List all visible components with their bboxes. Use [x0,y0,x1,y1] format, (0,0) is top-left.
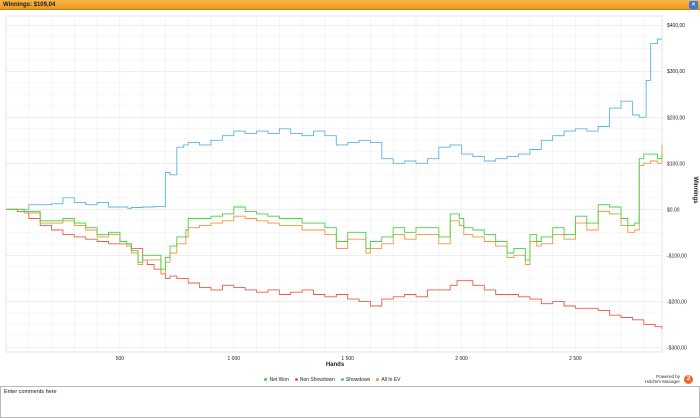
series-lines [6,38,663,329]
y-tick-label: $300,00 [667,69,685,75]
legend-label: Net Won [269,377,289,383]
window-title: Winnings: $109,04 [3,2,56,8]
grid-lines [6,16,662,352]
legend-label: Non Showdown [299,377,335,383]
x-tick-labels: 500 1 000 1 500 2 000 2 500 [116,356,582,362]
comments-textbox[interactable]: Enter comments here [0,386,700,418]
y-tick-label: $100,00 [667,161,685,167]
y-tick-label: $400,00 [667,23,685,29]
legend-label: All In EV [381,377,401,383]
y-tick-label: -$200,00 [667,299,687,305]
hem-logo-icon: 2 [684,375,693,384]
y-tick-labels: $400,00 $300,00 $200,00 $100,00 $0,00 -$100,0… [667,23,687,351]
x-axis-label: Hands [326,362,345,368]
y-tick-label: -$300,00 [667,345,687,351]
legend-item: Net Won [264,377,289,383]
x-tick-label: 2 000 [455,356,468,362]
x-tick-label: 1 500 [341,356,354,362]
legend-item: All In EV [376,377,401,383]
series-line-net-won [6,153,663,270]
chart-legend: Net Won Non Showdown Showdown All In EV [0,377,665,383]
legend-dot-icon [340,378,344,382]
x-tick-label: 2 500 [569,356,582,362]
x-tick-label: 1 000 [228,356,241,362]
powered-by-label: Powered by [656,374,680,379]
y-tick-label: $0,00 [667,207,680,213]
chart-svg: $400,00 $300,00 $200,00 $100,00 $0,00 -$100,0… [5,15,698,368]
legend-dot-icon [264,378,268,382]
product-name: Hold'em Manager [644,379,680,384]
y-tick-label: -$100,00 [667,253,687,259]
series-line-showdown [6,38,662,210]
series-line-all-in-ev [6,144,663,275]
legend-item: Non Showdown [294,377,335,383]
winnings-graph: $400,00 $300,00 $200,00 $100,00 $0,00 -$100,0… [0,10,700,374]
legend-item: Showdown [340,377,371,383]
y-tick-label: $200,00 [667,115,685,121]
title-bar: Winnings: $109,04 × [0,0,700,10]
y-axis-label: Winnings [692,177,698,205]
legend-dot-icon [376,378,380,382]
legend-dot-icon [294,378,298,382]
x-tick-label: 500 [116,356,125,362]
close-icon[interactable]: × [689,1,698,9]
branding: Powered by Hold'em Manager 2 [633,374,693,386]
legend-label: Showdown [345,377,371,383]
